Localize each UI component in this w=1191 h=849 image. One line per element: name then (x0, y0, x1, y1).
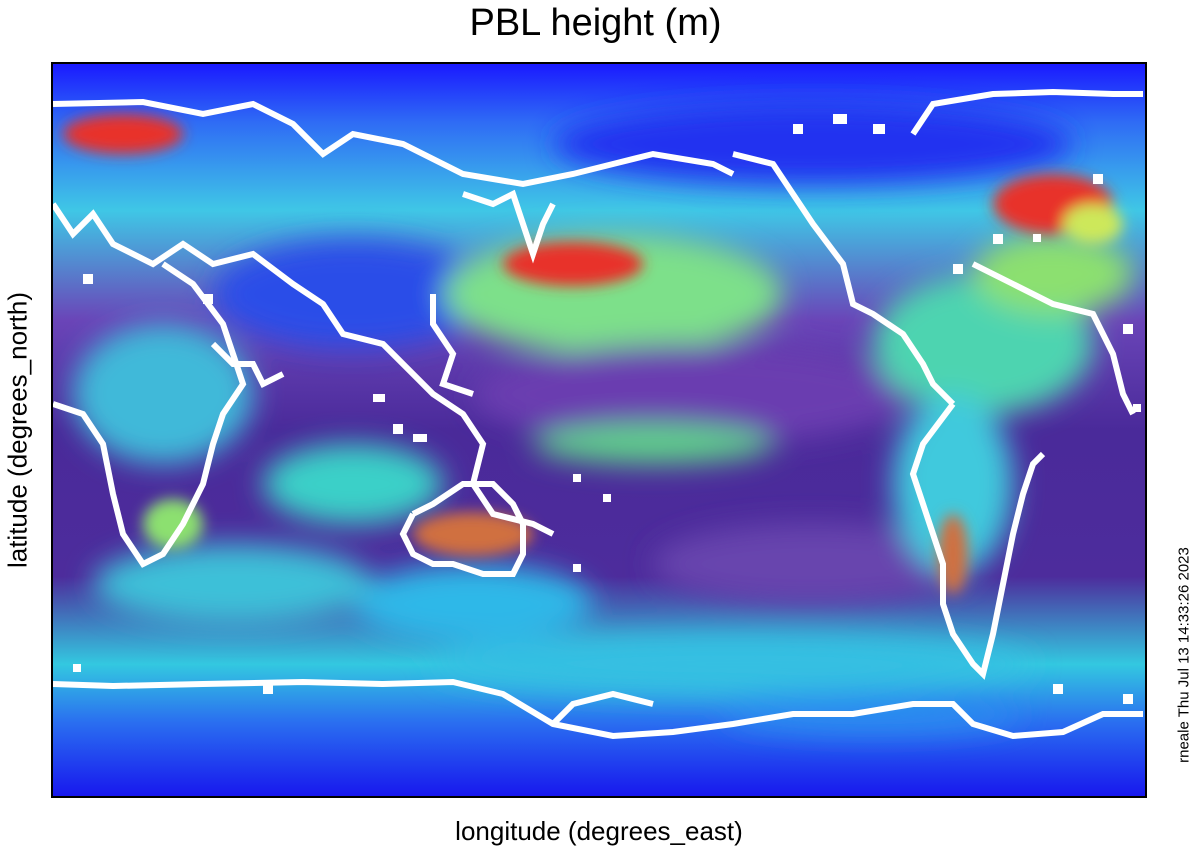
coastline-asia (53, 202, 555, 537)
coastline-greenland-canada (910, 88, 1143, 136)
y-axis-label: latitude (degrees_north) (2, 291, 33, 569)
coastline-kamchatka (462, 189, 556, 264)
coastline-antarctic-peninsula (550, 690, 654, 727)
coastline-islands (73, 114, 1141, 704)
coastline-north-america-west (732, 151, 956, 407)
plot-area (51, 62, 1147, 798)
pbl-heatmap (53, 64, 1145, 796)
coastlines (53, 88, 1143, 740)
coastline-arabia (210, 341, 285, 389)
coastline-south-america (909, 402, 1046, 680)
heatmap-hotspots (63, 114, 1123, 594)
coastline-africa (53, 261, 247, 568)
coastline-north-america-east (971, 261, 1136, 416)
coastline-arctic-eurasia (53, 98, 735, 188)
timestamp-label: rneale Thu Jul 13 14:33:26 2023 (1175, 547, 1191, 763)
coastline-antarctica (53, 678, 1143, 740)
chart-title: PBL height (m) (469, 2, 722, 44)
coastline-australia (399, 481, 526, 577)
coastline-eurasia-east (430, 294, 474, 397)
x-axis-label: longitude (degrees_east) (455, 816, 743, 846)
